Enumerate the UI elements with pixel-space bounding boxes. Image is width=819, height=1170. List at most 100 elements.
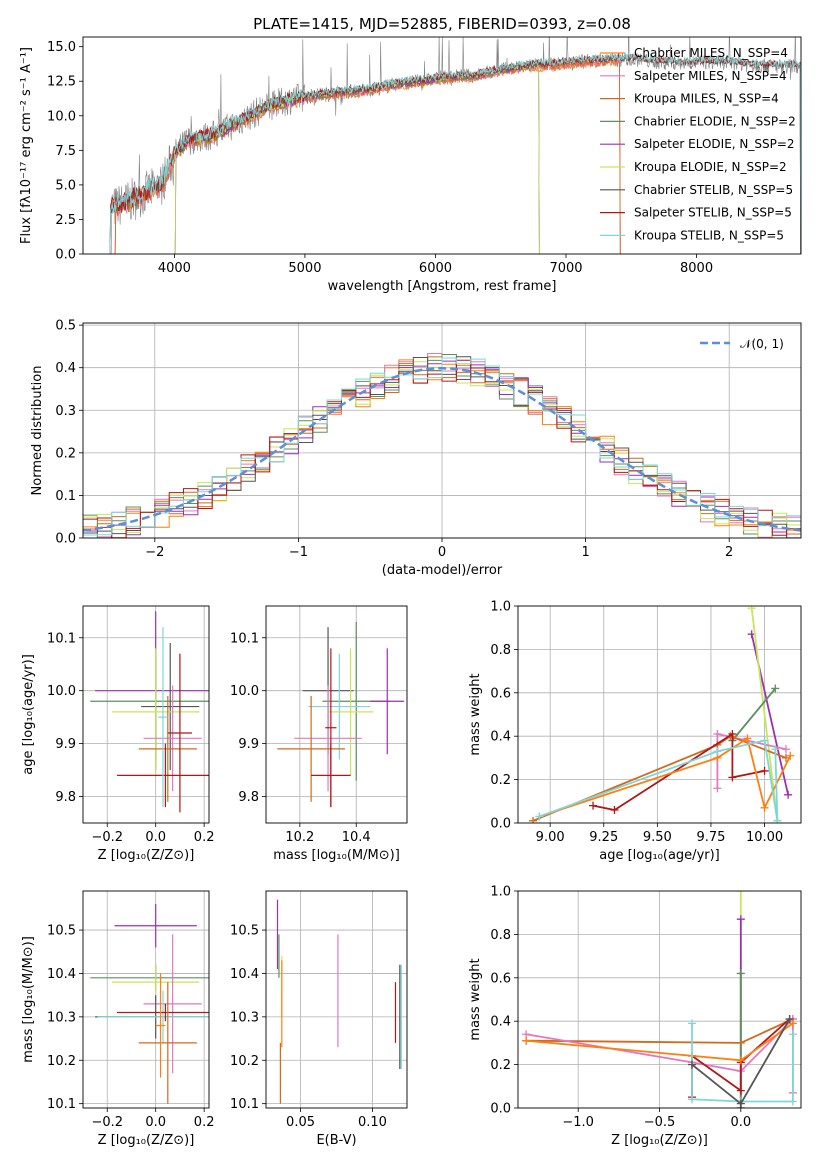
y-tick-label: 10.2 — [47, 1054, 76, 1069]
x-axis-label: age [log₁₀(age/yr)] — [599, 848, 720, 863]
x-tick-label: 9.00 — [536, 830, 565, 845]
y-tick-label: 0.4 — [490, 730, 511, 745]
y-axis-label: mass weight — [468, 958, 483, 1040]
weight-marker — [760, 766, 769, 775]
x-tick-label: 4000 — [158, 261, 191, 276]
y-tick-label: 10.0 — [230, 684, 259, 699]
y-tick-label: 10.2 — [230, 1054, 259, 1069]
weight-marker — [784, 790, 793, 799]
axes-frame — [517, 890, 802, 1109]
weight-line-5 — [592, 732, 765, 811]
x-tick-label: 0.10 — [358, 1115, 387, 1130]
legend-label: Salpeter MILES, N_SSP=4 — [634, 69, 787, 83]
weight-marker — [610, 805, 619, 814]
y-tick-label: 10.4 — [47, 967, 76, 982]
y-tick-label: 10.1 — [47, 1097, 76, 1112]
y-tick-label: 0.6 — [490, 686, 511, 701]
chart-title: PLATE=1415, MJD=52885, FIBERID=0393, z=0… — [253, 15, 631, 33]
y-tick-label: 0.8 — [490, 643, 511, 658]
weight-marker — [788, 1019, 797, 1028]
weight-marker — [736, 969, 745, 978]
x-tick-label: 10.4 — [342, 830, 371, 845]
x-tick-label: 9.25 — [589, 830, 618, 845]
y-tick-label: 0.0 — [55, 248, 76, 263]
legend-label: Salpeter STELIB, N_SSP=5 — [634, 206, 792, 220]
y-tick-label: 1.0 — [490, 600, 511, 615]
legend-label: Chabrier STELIB, N_SSP=5 — [634, 183, 793, 197]
x-tick-label: −0.2 — [91, 1115, 123, 1130]
weight-marker — [785, 1015, 794, 1024]
weight-marker — [760, 803, 769, 812]
x-axis-label: mass [log₁₀(M/M⊙)] — [273, 848, 400, 863]
weight-marker — [713, 730, 722, 739]
weight-marker — [589, 801, 598, 810]
y-tick-label: 10.1 — [230, 631, 259, 646]
y-tick-label: 12.5 — [47, 75, 76, 90]
y-tick-label: 0.4 — [490, 1015, 511, 1030]
y-tick-label: 0.2 — [490, 773, 511, 788]
weight-marker — [743, 734, 752, 743]
weight-marker — [786, 751, 795, 760]
x-tick-label: 7000 — [549, 261, 582, 276]
panel-weight-vs-age: 9.00 9.25 9.50 9.75 10.00 0.0 0.2 0.4 0.6 0.8 1.0 a… — [468, 600, 802, 863]
y-tick-label: 10.4 — [230, 967, 259, 982]
panel-mass-vs-Z: −0.2 0.0 0.2 10.1 10.2 10.3 10.4 10.5 Z [log₁₀(Z… — [21, 890, 214, 1148]
weight-marker — [728, 773, 737, 782]
legend-label: Kroupa MILES, N_SSP=4 — [634, 92, 779, 106]
y-tick-label: 9.9 — [238, 737, 259, 752]
y-tick-label: 10.0 — [47, 684, 76, 699]
y-tick-label: 0.1 — [55, 489, 76, 504]
weight-marker — [529, 816, 538, 823]
weight-marker — [522, 1036, 531, 1045]
x-tick-label: 1 — [581, 545, 589, 560]
axes-frame — [82, 605, 210, 824]
y-tick-label: 0.0 — [490, 1102, 511, 1117]
weight-marker — [713, 747, 722, 756]
y-tick-label: 0.2 — [490, 1058, 511, 1073]
x-tick-label: 0.0 — [145, 1115, 166, 1130]
x-tick-label: −0.5 — [644, 1115, 676, 1130]
model-spectrum-7 — [109, 53, 801, 254]
x-tick-label: 9.50 — [643, 830, 672, 845]
weight-marker — [773, 816, 782, 823]
y-tick-label: 0.8 — [490, 928, 511, 943]
y-tick-label: 7.5 — [55, 144, 76, 159]
normal-curve — [83, 366, 801, 532]
plot-area-weight-vs-Z — [518, 891, 801, 1108]
y-axis-label: mass weight — [468, 673, 483, 755]
weight-marker — [781, 745, 790, 754]
weight-marker — [788, 1097, 797, 1106]
y-axis-label: age [log₁₀(age/yr)] — [21, 654, 36, 775]
y-tick-label: 2.5 — [55, 213, 76, 228]
plot-area-residuals — [83, 323, 801, 538]
axes-frame — [265, 605, 408, 824]
weight-marker — [688, 1095, 697, 1104]
x-tick-label: 10.2 — [285, 830, 314, 845]
weight-marker — [736, 915, 745, 924]
x-tick-label: 8000 — [680, 261, 713, 276]
x-tick-label: 0.05 — [286, 1115, 315, 1130]
weight-line-4 — [532, 735, 787, 822]
x-axis-label: Z [log₁₀(Z/Z⊙)] — [611, 1133, 708, 1148]
y-axis-label: mass [log₁₀(M/M⊙)] — [21, 936, 36, 1063]
weight-marker — [688, 1019, 697, 1028]
y-tick-label: 10.3 — [47, 1010, 76, 1025]
y-tick-label: 10.5 — [230, 924, 259, 939]
y-tick-label: 10.1 — [47, 631, 76, 646]
x-axis-label: wavelength [Angstrom, rest frame] — [328, 279, 557, 294]
y-tick-label: 0.5 — [55, 319, 76, 334]
y-tick-label: 5.0 — [55, 178, 76, 193]
panel-age-vs-mass: 10.2 10.4 9.8 9.9 10.0 10.1 mass [log₁₀(M/M⊙)] — [230, 605, 408, 863]
plot-area-mass-vs-EBV — [266, 891, 407, 1108]
x-tick-label: 0 — [438, 545, 446, 560]
axes-frame — [517, 605, 802, 824]
panel-spectrum: 4000 5000 6000 7000 8000 0.0 2.5 5.0 7.5 10.0 12.5… — [19, 15, 802, 294]
y-axis-label: Normed distribution — [30, 366, 45, 496]
x-tick-label: 6000 — [419, 261, 452, 276]
weight-marker — [747, 606, 756, 613]
y-tick-label: 0.4 — [55, 361, 76, 376]
legend-label: Kroupa STELIB, N_SSP=5 — [634, 228, 784, 242]
plot-area-weight-vs-age — [518, 606, 801, 823]
axes-frame — [82, 36, 802, 255]
weight-marker — [688, 1060, 697, 1069]
